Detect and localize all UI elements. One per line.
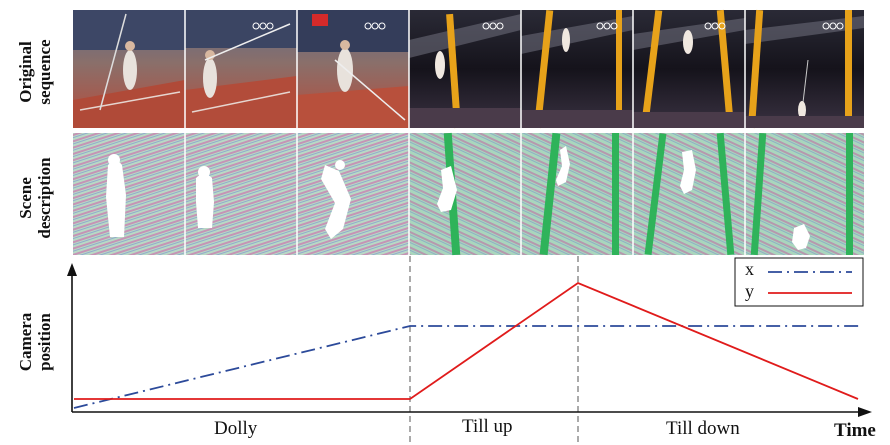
original-frame-3: [297, 10, 409, 128]
scene-frame-5: [521, 132, 633, 256]
original-frame-1: [73, 10, 185, 128]
y-axis-arrow: [67, 263, 77, 276]
scene-frame-2: [185, 133, 297, 255]
phase-label-dolly: Dolly: [214, 418, 258, 439]
time-axis-label: Time: [834, 420, 876, 441]
scene-frame-3: [297, 133, 409, 255]
original-frame-4: [409, 10, 521, 129]
original-frame-6: [633, 9, 745, 129]
original-frame-2: [185, 10, 297, 128]
frame-separators: [73, 10, 864, 255]
phase-label-tilt-down: Till down: [666, 418, 740, 439]
original-frame-7: [745, 9, 864, 129]
legend-x-label: x: [745, 259, 754, 279]
scene-frame-6: [633, 132, 745, 256]
legend-box: [734, 257, 864, 307]
scene-frame-7: [745, 132, 864, 256]
series-y-line: [74, 281, 859, 400]
scene-frame-1: [73, 133, 185, 255]
phase-label-tilt-up: Till up: [462, 416, 513, 437]
x-axis-arrow: [858, 407, 872, 417]
scene-frame-4: [409, 132, 521, 256]
series-x-line: [73, 325, 862, 409]
original-frame-5: [521, 10, 633, 129]
legend-y-label: y: [745, 281, 754, 301]
